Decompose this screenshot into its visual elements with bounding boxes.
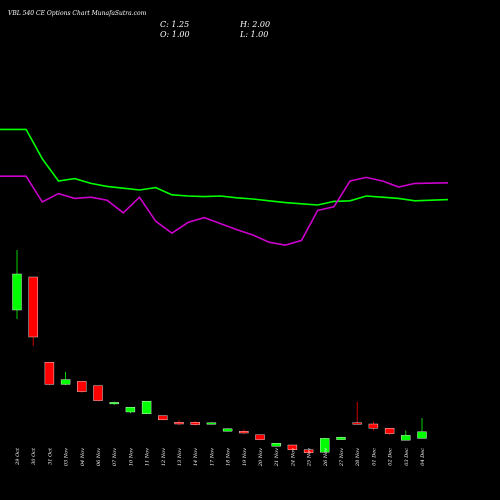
- x-tick-label: 18 Nov: [226, 448, 232, 466]
- x-tick-label: 24 Nov: [290, 448, 296, 467]
- x-tick-label: 14 Nov: [193, 448, 199, 466]
- x-tick-label: 29 Oct: [15, 447, 21, 466]
- x-tick-label: 11 Nov: [145, 448, 151, 466]
- candle-body: [158, 415, 168, 421]
- x-tick-label: 04 Nov: [80, 448, 86, 466]
- candle-body: [384, 428, 395, 434]
- candle-body: [141, 401, 152, 415]
- x-tick-label: 25 Nov: [307, 448, 313, 467]
- x-tick-label: 06 Nov: [96, 448, 102, 466]
- candle-body: [44, 362, 55, 385]
- candle-body: [12, 273, 22, 311]
- x-tick-label: 13 Nov: [177, 448, 183, 466]
- candle-body: [303, 449, 314, 453]
- x-tick-label: 30 Oct: [31, 447, 37, 465]
- x-tick-label: 03 Dec: [404, 448, 410, 466]
- candle-body: [125, 407, 136, 413]
- magenta-indicator-line: [0, 175, 449, 247]
- candle-body: [271, 443, 281, 447]
- candle-body: [401, 435, 411, 441]
- green-indicator-line: [0, 128, 449, 206]
- x-tick-label: 26 Nov: [323, 448, 329, 467]
- candle-body: [255, 434, 265, 440]
- candle-body: [368, 423, 379, 429]
- candle-body: [109, 402, 119, 405]
- x-tick-label: 02 Dec: [388, 448, 394, 466]
- open-value: O: 1.00: [160, 30, 190, 39]
- candle-body: [239, 431, 249, 434]
- x-tick-label: 12 Nov: [161, 448, 167, 466]
- candle-body: [336, 437, 346, 440]
- candle-body: [222, 428, 233, 432]
- x-tick-label: 01 Dec: [371, 448, 377, 466]
- candle-body: [60, 379, 71, 385]
- candle-body: [174, 422, 184, 425]
- x-tick-label: 10 Nov: [128, 448, 134, 466]
- candles: [12, 250, 427, 454]
- candle-body: [93, 385, 103, 401]
- x-tick-label: 04 Dec: [420, 448, 426, 466]
- candle-body: [417, 431, 427, 439]
- x-tick-label: 28 Nov: [355, 448, 361, 467]
- x-axis-labels: 29 Oct 30 Oct 31 Oct 03 Nov 04 Nov 06 Nov 07 N…: [15, 447, 426, 467]
- x-tick-label: 19 Nov: [242, 448, 248, 466]
- candle-body: [77, 381, 87, 392]
- high-value: H: 2.00: [240, 20, 271, 29]
- x-tick-label: 21 Nov: [274, 448, 280, 467]
- candle-body: [352, 422, 362, 425]
- chart-title: VBL 540 CE Options Chart MunafaSutra.com: [8, 10, 147, 17]
- candle-body: [287, 444, 298, 451]
- candle-body: [190, 422, 200, 425]
- x-tick-label: 07 Nov: [112, 448, 118, 466]
- x-tick-label: 27 Nov: [339, 448, 345, 467]
- close-value: C: 1.25: [160, 20, 190, 29]
- candle-body: [320, 438, 330, 453]
- x-tick-label: 17 Nov: [209, 448, 215, 466]
- candle-body: [28, 276, 38, 338]
- x-tick-label: 20 Nov: [258, 448, 264, 467]
- candle-body: [206, 422, 217, 425]
- x-tick-label: 03 Nov: [64, 448, 70, 466]
- x-tick-label: 31 Oct: [47, 447, 53, 465]
- indicator-lines: [0, 128, 449, 247]
- low-value: L: 1.00: [240, 30, 269, 39]
